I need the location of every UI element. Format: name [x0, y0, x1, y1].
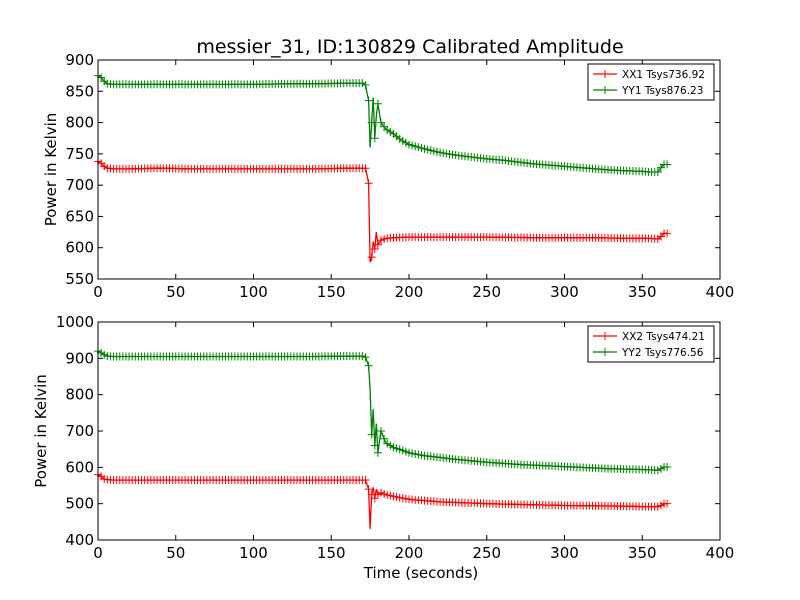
chart-top: 0 50 100 150 200 250 300 350 400 550 600 650 700 750 8…	[42, 51, 734, 301]
data-point	[663, 462, 672, 471]
data-point	[663, 229, 672, 238]
legend-box	[587, 325, 715, 363]
x-tick-label: 250	[472, 283, 501, 301]
data-point	[373, 99, 382, 108]
x-tick-label: 100	[239, 544, 268, 562]
legend: XX2 Tsys474.21 YY2 Tsys776.56	[587, 325, 715, 363]
data-point	[373, 448, 382, 457]
data-point	[653, 168, 662, 177]
data-point	[370, 244, 379, 253]
data-point	[380, 434, 389, 443]
data-point	[370, 134, 379, 143]
data-point	[367, 430, 376, 439]
data-point	[364, 179, 373, 188]
legend-label: XX1 Tsys736.92	[622, 69, 705, 81]
y-axis-label: Power in Kelvin	[42, 113, 60, 227]
x-tick-label: 150	[317, 283, 346, 301]
x-tick-label: 300	[550, 283, 579, 301]
x-axis-label: Time (seconds)	[363, 564, 479, 582]
y-tick-label: 900	[65, 349, 94, 367]
data-point	[364, 485, 373, 494]
data-point	[370, 441, 379, 450]
data-point	[361, 476, 370, 485]
data-point	[377, 118, 386, 127]
y-tick-label: 850	[65, 82, 94, 100]
y-tick-label: 900	[65, 51, 94, 69]
series-1	[94, 157, 672, 263]
y-tick-label: 400	[65, 531, 94, 549]
x-tick-label: 200	[395, 283, 424, 301]
x-tick-label: 50	[166, 544, 185, 562]
data-point	[361, 81, 370, 90]
legend: XX1 Tsys736.92 YY1 Tsys876.23	[587, 63, 715, 101]
x-tick-label: 200	[395, 544, 424, 562]
x-tick-label: 50	[166, 283, 185, 301]
x-tick-label: 400	[706, 283, 735, 301]
y-tick-label: 700	[65, 176, 94, 194]
series-1	[94, 470, 672, 530]
data-point	[361, 164, 370, 173]
data-point	[367, 253, 376, 262]
x-tick-label: 350	[628, 544, 657, 562]
y-axis-label: Power in Kelvin	[32, 374, 50, 488]
y-tick-label: 550	[65, 270, 94, 288]
legend-label: XX2 Tsys474.21	[622, 331, 705, 343]
y-tick-label: 650	[65, 207, 94, 225]
series-2	[94, 71, 672, 177]
x-tick-label: 300	[550, 544, 579, 562]
data-point	[377, 427, 386, 435]
data-point	[663, 499, 672, 508]
x-tick-label: 150	[317, 544, 346, 562]
x-tick-label: 0	[93, 544, 103, 562]
legend-box	[587, 63, 715, 101]
legend-marker	[601, 332, 609, 340]
x-tick-label: 250	[472, 544, 501, 562]
y-tick-label: 700	[65, 422, 94, 440]
y-tick-label: 600	[65, 458, 94, 476]
y-tick-label: 600	[65, 239, 94, 257]
y-tick-label: 800	[65, 114, 94, 132]
x-tick-label: 400	[706, 544, 735, 562]
data-point	[367, 118, 376, 127]
legend-marker	[601, 348, 609, 356]
legend-marker	[601, 70, 609, 78]
data-point	[361, 353, 370, 362]
y-tick-label: 750	[65, 145, 94, 163]
x-tick-label: 0	[93, 283, 103, 301]
legend-label: YY1 Tsys876.23	[621, 85, 703, 97]
y-tick-label: 800	[65, 386, 94, 404]
x-tick-label: 100	[239, 283, 268, 301]
data-point	[663, 160, 672, 169]
series-2	[94, 347, 672, 475]
data-point	[364, 361, 373, 370]
data-point	[373, 240, 382, 249]
y-tick-label: 1000	[56, 313, 94, 331]
y-tick-label: 500	[65, 495, 94, 513]
legend-marker	[601, 86, 609, 94]
figure-title: messier_31, ID:130829 Calibrated Amplitu…	[196, 36, 623, 58]
chart-bottom: 0 50 100 150 200 250 300 350 400 400 500 600 700 800 9…	[32, 313, 734, 582]
legend-label: YY2 Tsys776.56	[621, 347, 704, 359]
x-tick-label: 350	[628, 283, 657, 301]
data-point	[364, 96, 373, 105]
